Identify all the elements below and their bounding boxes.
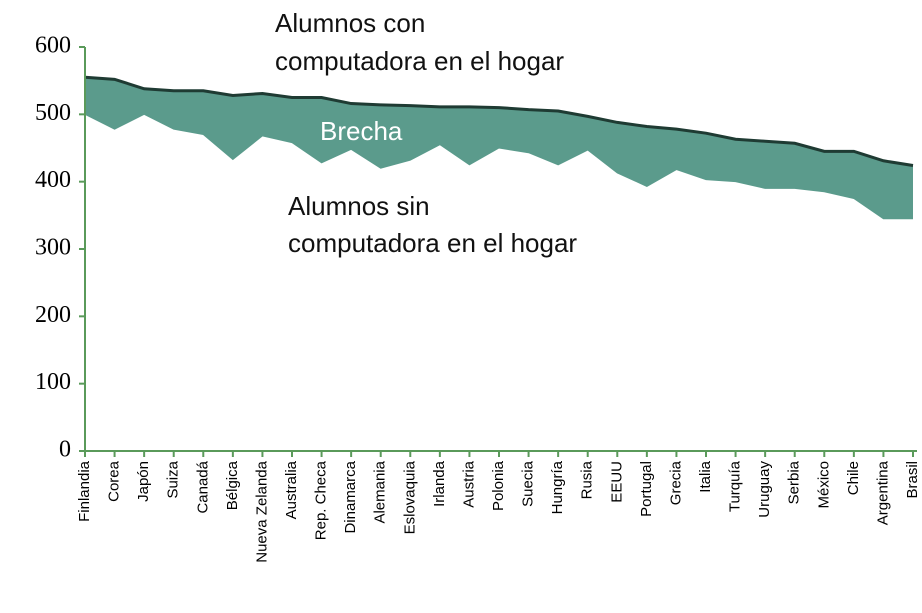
x-tick-label: Rep. Checa: [313, 460, 330, 540]
x-tick-label: Turquía: [727, 460, 744, 512]
upper-line: [84, 75, 914, 167]
x-tick-label: Suecia: [520, 460, 537, 507]
x-tick-label: Canadá: [194, 460, 211, 513]
x-tick-label: Grecia: [667, 460, 684, 505]
y-tick-label: 400: [35, 167, 71, 193]
x-tick-label: México: [815, 461, 832, 509]
x-tick-label: Chile: [845, 461, 862, 495]
x-tick-label: Corea: [106, 460, 123, 502]
x-tick-label: Austria: [460, 460, 477, 507]
annotation-top: Alumnos con: [275, 8, 425, 38]
annotation-top: computadora en el hogar: [275, 46, 564, 76]
x-tick-label: EEUU: [608, 461, 625, 503]
x-tick-label: Finlandia: [76, 460, 93, 522]
lower-line: [84, 113, 913, 220]
x-tick-label: Brasil: [904, 461, 921, 499]
annotation-bottom: computadora en el hogar: [288, 228, 577, 258]
x-tick-label: Irlanda: [431, 460, 448, 507]
x-tick-label: Australia: [283, 460, 300, 519]
x-tick-label: Bélgica: [224, 460, 241, 510]
y-tick-label: 0: [59, 437, 71, 463]
x-tick-label: Serbia: [786, 460, 803, 504]
y-tick-label: 300: [35, 235, 71, 261]
x-tick-label: Hungría: [549, 460, 566, 514]
y-tick-label: 600: [35, 33, 71, 59]
x-tick-label: Rusia: [579, 460, 596, 499]
y-tick-label: 200: [35, 302, 71, 328]
x-tick-label: Italia: [697, 460, 714, 492]
x-tick-label: Portugal: [638, 461, 655, 517]
y-tick-label: 100: [35, 369, 71, 395]
x-tick-label: Argentina: [874, 460, 891, 525]
x-tick-label: Alemania: [372, 460, 389, 523]
x-tick-label: Polonia: [490, 460, 507, 511]
annotation-bottom: Alumnos sin: [288, 191, 430, 221]
x-tick-label: Japón: [135, 461, 152, 502]
y-tick-label: 500: [35, 100, 71, 126]
x-tick-label: Dinamarca: [342, 460, 359, 533]
x-tick-label: Nueva Zelanda: [253, 460, 270, 562]
x-tick-label: Eslovaquia: [401, 460, 418, 534]
x-tick-label: Uruguay: [756, 461, 773, 518]
x-tick-label: Suiza: [165, 460, 182, 498]
annotation-gap: Brecha: [320, 116, 403, 146]
